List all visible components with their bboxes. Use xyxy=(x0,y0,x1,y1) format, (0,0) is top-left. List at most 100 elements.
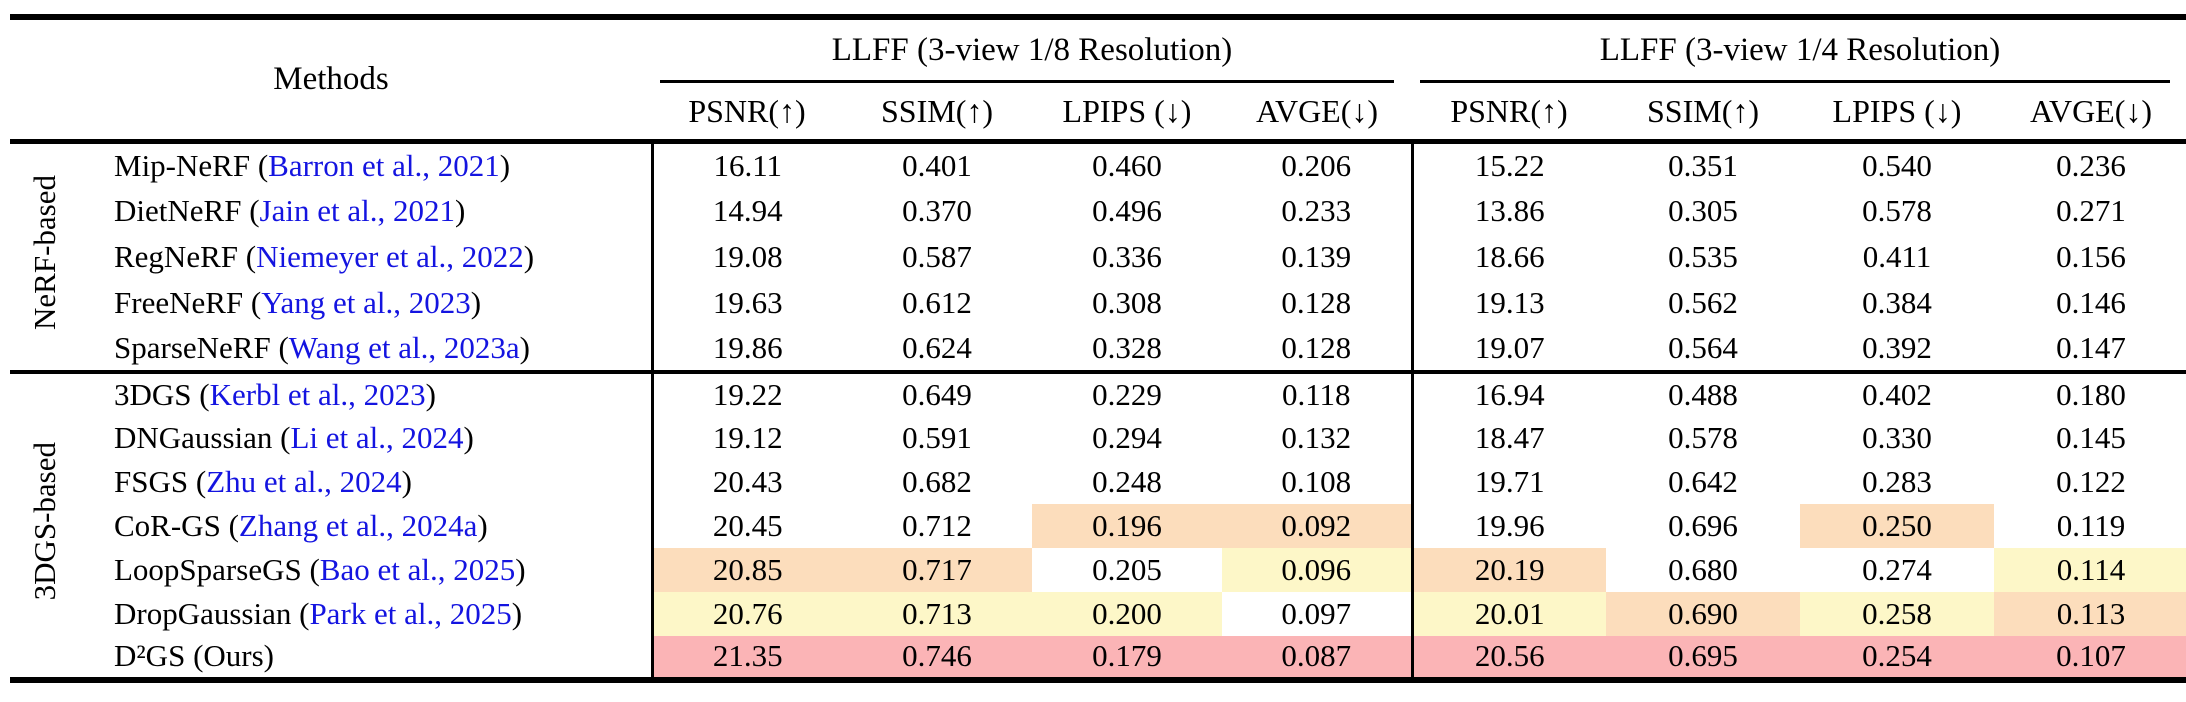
method-cell: FreeNeRF (Yang et al., 2023) xyxy=(80,280,652,326)
value-cell: 0.384 xyxy=(1862,284,1932,320)
header-group-row: Methods LLFF (3-view 1/8 Resolution) LLF… xyxy=(10,17,2186,144)
table-row: DietNeRF (Jain et al., 2021) 14.94 0.370 0.… xyxy=(10,187,2186,234)
value-cell: 0.146 xyxy=(2056,284,2126,320)
method-cell: Mip-NeRF (Barron et al., 2021) xyxy=(80,142,652,188)
value-cell: 0.392 xyxy=(1862,329,1932,365)
method-name: DNGaussian xyxy=(114,419,273,455)
table-row: FreeNeRF (Yang et al., 2023) 19.63 0.612 0.… xyxy=(10,279,2186,326)
method-name: D²GS xyxy=(114,638,186,673)
value-cell: 0.562 xyxy=(1668,284,1738,320)
value-cell: 0.336 xyxy=(1092,238,1162,274)
citation-link[interactable]: Wang et al., 2023a xyxy=(288,329,520,365)
value-cell: 20.43 xyxy=(650,459,842,504)
value-cell: 0.402 xyxy=(1800,369,1994,416)
value-cell: 20.45 xyxy=(650,503,842,548)
value-cell: 19.96 xyxy=(1410,503,1606,548)
value-cell: 0.564 xyxy=(1668,329,1738,365)
value-cell: 0.351 xyxy=(1668,147,1738,183)
col-header-lpips: LPIPS (↓) xyxy=(1800,83,1994,144)
paren-open: ( xyxy=(245,238,257,274)
value-cell: 0.587 xyxy=(902,238,972,274)
value-cell: 0.122 xyxy=(2056,463,2126,499)
col-header-avge: AVGE(↓) xyxy=(1222,83,1412,144)
paren-open: ( xyxy=(309,551,320,587)
method-name: RegNeRF xyxy=(114,238,238,274)
value-cell: 16.94 xyxy=(1410,369,1606,416)
value-cell: 13.86 xyxy=(1410,187,1606,234)
paren-open: ( xyxy=(249,192,260,228)
value-cell: 0.132 xyxy=(1281,419,1352,455)
paren-close: ) xyxy=(425,376,436,412)
value-cell: 0.695 xyxy=(1606,635,1800,680)
value-cell: 0.624 xyxy=(902,329,972,365)
value-cell: 0.200 xyxy=(1032,591,1222,636)
value-cell: 0.205 xyxy=(1092,551,1162,587)
value-cell: 0.229 xyxy=(1032,369,1222,416)
value-cell: 18.66 xyxy=(1410,233,1606,280)
citation-link[interactable]: Kerbl et al., 2023 xyxy=(209,376,426,412)
value-cell: 0.649 xyxy=(842,369,1032,416)
citation-text: Ours xyxy=(203,638,264,673)
citation-link[interactable]: Zhu et al., 2024 xyxy=(206,463,402,499)
table-row: RegNeRF (Niemeyer et al., 2022) 19.08 0.58… xyxy=(10,233,2186,280)
method-cell: FSGS (Zhu et al., 2024) xyxy=(80,460,652,504)
value-cell: 0.271 xyxy=(2056,192,2126,228)
value-cell: 0.087 xyxy=(1222,635,1412,680)
value-cell: 0.107 xyxy=(1994,635,2186,680)
table-row: FSGS (Zhu et al., 2024) 20.43 0.682 0.248 0.… xyxy=(10,459,2186,504)
paren-close: ) xyxy=(499,147,511,183)
value-cell: 19.12 xyxy=(650,415,842,460)
paren-open: ( xyxy=(195,463,207,499)
citation-link[interactable]: Zhang et al., 2024a xyxy=(238,507,478,543)
col-header-avge: AVGE(↓) xyxy=(1994,83,2186,144)
value-cell: 0.578 xyxy=(1862,192,1932,228)
paren-open: ( xyxy=(228,507,239,543)
value-cell: 0.254 xyxy=(1800,635,1994,680)
value-cell: 0.411 xyxy=(1862,238,1932,274)
method-name: FreeNeRF xyxy=(114,284,244,320)
value-cell: 0.128 xyxy=(1281,329,1352,365)
citation-link[interactable]: Niemeyer et al., 2022 xyxy=(256,238,524,274)
citation-link[interactable]: Park et al., 2025 xyxy=(309,595,512,631)
value-cell: 20.19 xyxy=(1410,547,1606,592)
value-cell: 19.63 xyxy=(650,279,842,326)
value-cell: 0.248 xyxy=(1092,463,1162,499)
citation-link[interactable]: Li et al., 2024 xyxy=(290,419,464,455)
citation-link[interactable]: Yang et al., 2023 xyxy=(261,284,471,320)
value-cell: 0.108 xyxy=(1281,463,1352,499)
paren-close: ) xyxy=(454,192,466,228)
value-cell: 0.717 xyxy=(842,547,1032,592)
value-cell: 0.180 xyxy=(1994,369,2186,416)
row-group-label: 3DGS-based xyxy=(27,441,62,601)
table-body: NeRF-based Mip-NeRF (Barron et al., 2021)… xyxy=(10,141,2186,680)
citation-link[interactable]: Barron et al., 2021 xyxy=(268,147,500,183)
value-cell: 0.328 xyxy=(1092,329,1162,365)
value-cell: 20.01 xyxy=(1410,591,1606,636)
value-cell: 0.113 xyxy=(1994,591,2186,636)
method-name: DropGaussian xyxy=(114,595,292,631)
value-cell: 0.118 xyxy=(1222,369,1412,416)
citation-link[interactable]: Jain et al., 2021 xyxy=(259,192,455,228)
value-cell: 14.94 xyxy=(650,187,842,234)
paren-close: ) xyxy=(401,463,412,499)
value-cell: 0.147 xyxy=(2056,329,2126,365)
method-cell: 3DGS (Kerbl et al., 2023) xyxy=(80,369,652,416)
method-name: FSGS xyxy=(114,463,189,499)
value-cell: 0.642 xyxy=(1668,463,1738,499)
value-cell: 20.56 xyxy=(1410,635,1606,680)
paren-close: ) xyxy=(463,419,474,455)
method-cell: DNGaussian (Li et al., 2024) xyxy=(80,416,652,460)
col-header-ssim: SSIM(↑) xyxy=(842,83,1032,144)
value-cell: 16.11 xyxy=(650,141,842,188)
value-cell: 0.535 xyxy=(1668,238,1738,274)
value-cell: 0.690 xyxy=(1606,591,1800,636)
method-cell: D²GS (Ours) xyxy=(80,636,652,680)
header-columns-row: PSNR(↑) SSIM(↑) LPIPS (↓) AVGE(↓) PSNR(↑… xyxy=(10,83,2186,144)
table-row: D²GS (Ours) 21.35 0.746 0.179 0.087 20.56 0.69… xyxy=(10,635,2186,680)
citation-link[interactable]: Bao et al., 2025 xyxy=(319,551,516,587)
value-cell: 0.196 xyxy=(1032,503,1222,548)
value-cell: 0.258 xyxy=(1800,591,1994,636)
method-cell: CoR-GS (Zhang et al., 2024a) xyxy=(80,504,652,548)
cmidrule xyxy=(660,80,1394,83)
row-group-label: NeRF-based xyxy=(27,175,62,331)
